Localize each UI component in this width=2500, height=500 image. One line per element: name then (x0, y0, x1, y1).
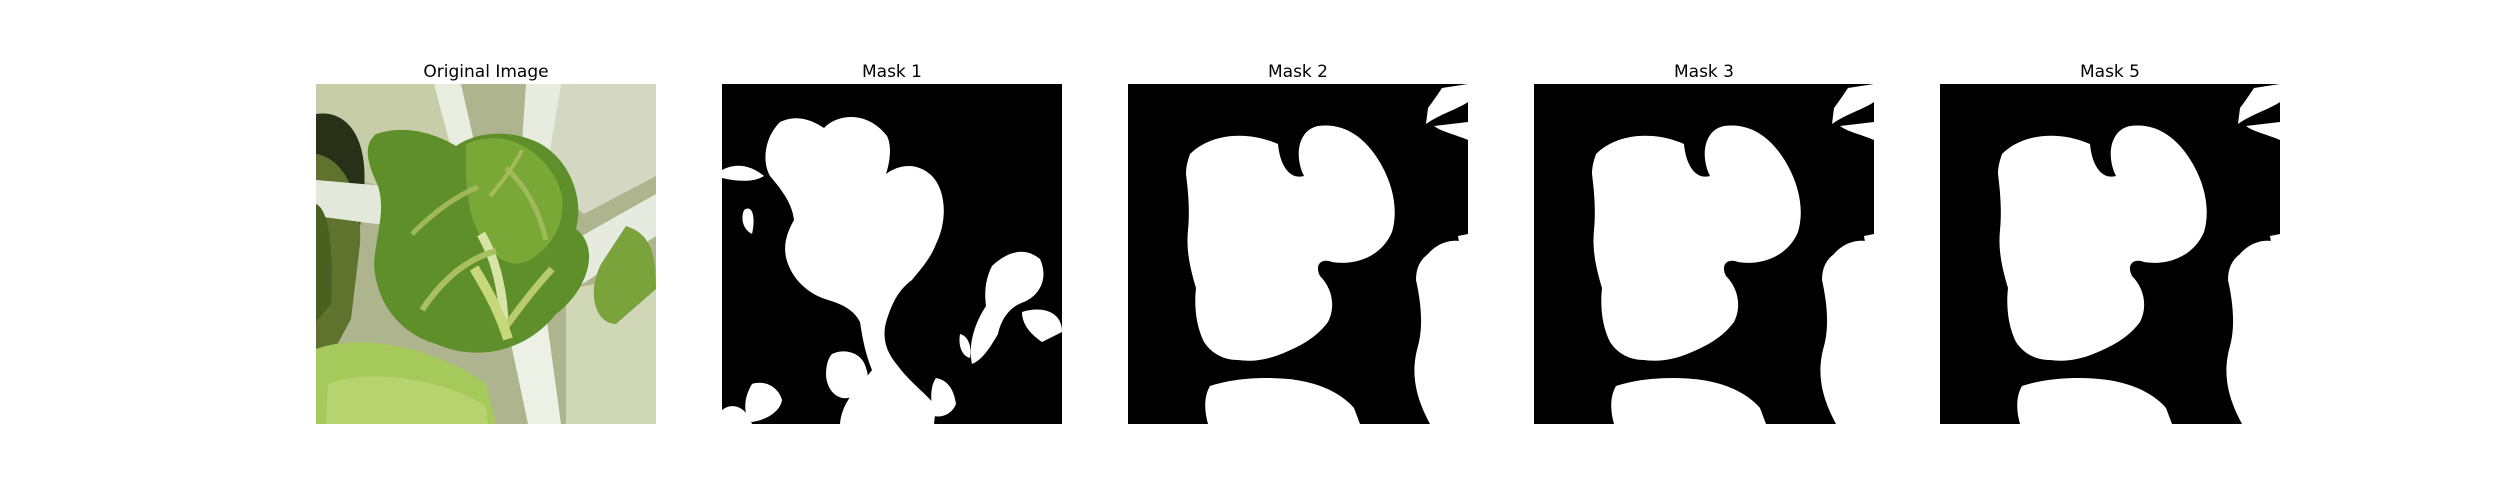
mask-5-panel: Mask 5 (1940, 62, 2280, 424)
mask-2-panel: Mask 2 (1128, 62, 1468, 424)
panel-title: Mask 2 (1267, 62, 1328, 82)
panel-title: Mask 5 (2079, 62, 2140, 82)
panel-title: Mask 1 (861, 62, 922, 82)
original-plant-photo (316, 84, 656, 424)
mask-2-image (1128, 84, 1468, 424)
panel-title: Original Image (423, 62, 549, 82)
original-image-panel: Original Image (316, 62, 656, 424)
mask-3-panel: Mask 3 (1534, 62, 1874, 424)
panel-title: Mask 3 (1673, 62, 1734, 82)
mask-3-image (1534, 84, 1874, 424)
mask-1-panel: Mask 1 (722, 62, 1062, 424)
mask-5-image (1940, 84, 2280, 424)
mask-1-image (722, 84, 1062, 424)
